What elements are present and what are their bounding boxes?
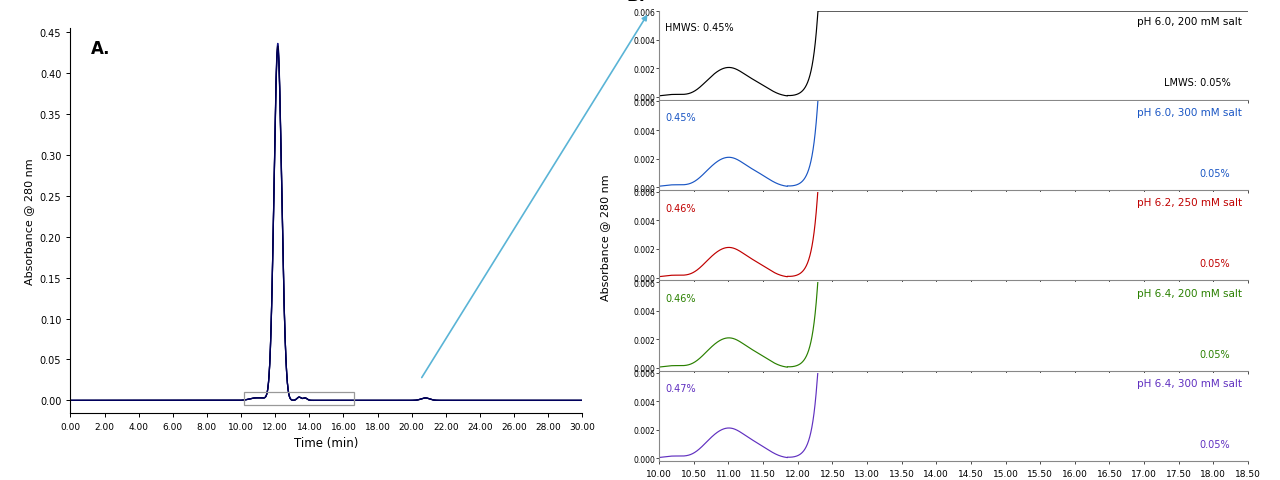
Bar [244,392,353,406]
Text: B.: B. [627,0,646,5]
Text: 0.05%: 0.05% [1199,259,1230,269]
X-axis label: Time (min): Time (min) [294,436,358,449]
Text: 0.05%: 0.05% [1199,439,1230,449]
Text: pH 6.0, 200 mM salt: pH 6.0, 200 mM salt [1137,17,1242,27]
Text: pH 6.4, 300 mM salt: pH 6.4, 300 mM salt [1137,378,1242,388]
Text: Absorbance @ 280 nm: Absorbance @ 280 nm [600,174,611,301]
Text: LMWS: 0.05%: LMWS: 0.05% [1164,78,1230,88]
Text: 0.05%: 0.05% [1199,349,1230,359]
Text: 0.45%: 0.45% [666,113,696,123]
Text: 0.47%: 0.47% [666,384,696,394]
Text: A.: A. [91,40,110,58]
Text: pH 6.2, 250 mM salt: pH 6.2, 250 mM salt [1137,198,1242,208]
Text: pH 6.4, 200 mM salt: pH 6.4, 200 mM salt [1137,288,1242,298]
Text: HMWS: 0.45%: HMWS: 0.45% [666,23,733,33]
Text: pH 6.0, 300 mM salt: pH 6.0, 300 mM salt [1137,108,1242,118]
Text: 0.05%: 0.05% [1199,168,1230,179]
Y-axis label: Absorbance @ 280 nm: Absorbance @ 280 nm [24,157,35,284]
Text: 0.46%: 0.46% [666,293,695,303]
Text: 0.46%: 0.46% [666,203,695,213]
